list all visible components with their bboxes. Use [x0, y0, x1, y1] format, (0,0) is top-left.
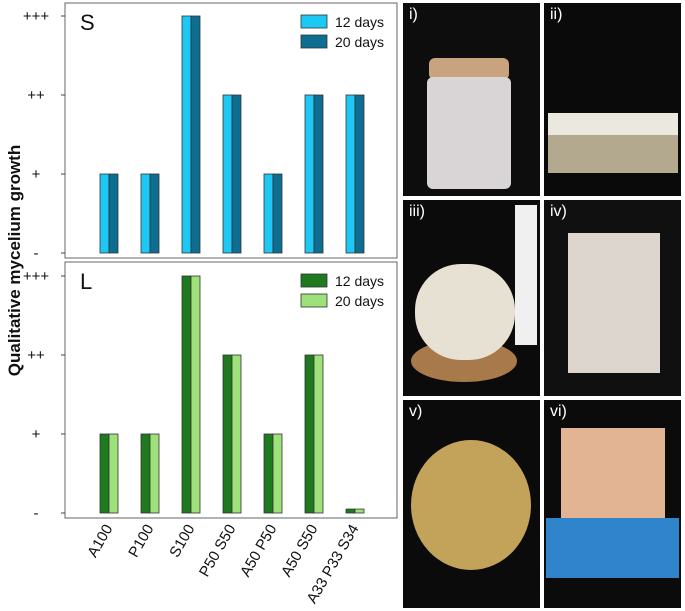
bar-s-20-days-p100 [149, 173, 160, 254]
panel-label-l: L [80, 269, 92, 294]
bar-l-12-days-a50-s50 [304, 354, 315, 514]
bar-l-12-days-p50-s50 [222, 354, 233, 514]
y-tick-label: ++ [27, 347, 45, 364]
photo-label-i: i) [409, 6, 418, 23]
bar-l-12-days-p100 [140, 433, 151, 514]
x-tick-label: S100 [166, 522, 198, 561]
y-tick-label: +++ [23, 268, 50, 285]
photo-panel-ii: ii) [544, 3, 681, 196]
bar-l-20-days-s100 [190, 275, 201, 514]
bar-s-12-days-a50-p50 [263, 173, 274, 254]
legend-label-l-0: 12 days [335, 273, 384, 289]
x-tick-label: A100 [84, 522, 116, 561]
photo-panel-i: i) [403, 3, 540, 196]
bar-l-20-days-a100 [108, 433, 119, 514]
bar-s-20-days-s100 [190, 15, 201, 254]
bar-chart: Qualitative mycelium growth -++++++ S 12 da… [5, 2, 398, 607]
container-cloth [548, 113, 678, 138]
bar-s-12-days-s100 [181, 15, 192, 254]
bar-s-12-days-p100 [140, 173, 151, 254]
bar-l-12-days-a50-p50 [263, 433, 274, 514]
jar-body [427, 77, 511, 189]
jar-lid [429, 58, 509, 80]
photo-panel-iii: iii) [403, 200, 540, 396]
y-tick-label: ++ [27, 87, 45, 104]
y-axis-label: Qualitative mycelium growth [5, 145, 24, 376]
legend-swatch-l-1 [300, 293, 328, 308]
bar-l-20-days-a33-p33-s34 [354, 508, 365, 514]
legend-swatch-s-0 [300, 14, 328, 29]
legend-label-l-1: 20 days [335, 293, 384, 309]
ruler [515, 205, 537, 345]
bar-s-12-days-p50-s50 [222, 94, 233, 254]
x-tick-label: A50 S50 [278, 522, 321, 580]
y-tick-label: + [32, 166, 41, 183]
legend-swatch-l-0 [300, 273, 328, 288]
bar-s-12-days-a50-s50 [304, 94, 315, 254]
bar-l-20-days-a50-p50 [272, 433, 283, 514]
bar-l-20-days-p50-s50 [231, 354, 242, 514]
y-tick-label: - [34, 245, 39, 262]
x-tick-label: P100 [125, 522, 157, 561]
plot-frame-s [64, 2, 398, 259]
square-sample [561, 428, 665, 520]
bar-s-20-days-a100 [108, 173, 119, 254]
legend-label-s-1: 20 days [335, 34, 384, 50]
y-tick-label: + [32, 426, 41, 443]
legend-swatch-s-1 [300, 34, 328, 49]
bar-s-12-days-a100 [99, 173, 110, 254]
x-tick-label: A50 P50 [237, 522, 280, 580]
plot-frame-l [64, 261, 398, 519]
mycelium-sphere [415, 264, 515, 360]
photo-label-v: v) [409, 403, 423, 420]
bar-s-20-days-a50-p50 [272, 173, 283, 254]
bar-s-20-days-a33-p33-s34 [354, 94, 365, 254]
x-tick-label: P50 S50 [196, 522, 239, 580]
measuring-tape [546, 518, 679, 578]
container-body [548, 135, 678, 173]
legend-label-s-0: 12 days [335, 14, 384, 30]
bar-l-12-days-a100 [99, 433, 110, 514]
bar-l-20-days-a50-s50 [313, 354, 324, 514]
photo-label-iv: iv) [550, 203, 567, 220]
photo-panel-vi: vi) [544, 400, 681, 608]
straw-disc [411, 440, 531, 570]
photo-label-iii: iii) [409, 203, 425, 220]
photo-panel-v: v) [403, 400, 540, 608]
bar-l-12-days-a33-p33-s34 [345, 508, 356, 514]
bar-s-12-days-a33-p33-s34 [345, 94, 356, 254]
mycelium-brick [568, 233, 660, 373]
photo-panel-iv: iv) [544, 200, 681, 396]
photo-label-ii: ii) [550, 6, 563, 23]
y-tick-label: +++ [23, 8, 50, 25]
y-tick-label: - [34, 505, 39, 522]
panel-label-s: S [80, 10, 95, 35]
bar-s-20-days-p50-s50 [231, 94, 242, 254]
bar-l-20-days-p100 [149, 433, 160, 514]
bar-s-20-days-a50-s50 [313, 94, 324, 254]
photo-label-vi: vi) [550, 403, 567, 420]
bar-l-12-days-s100 [181, 275, 192, 514]
